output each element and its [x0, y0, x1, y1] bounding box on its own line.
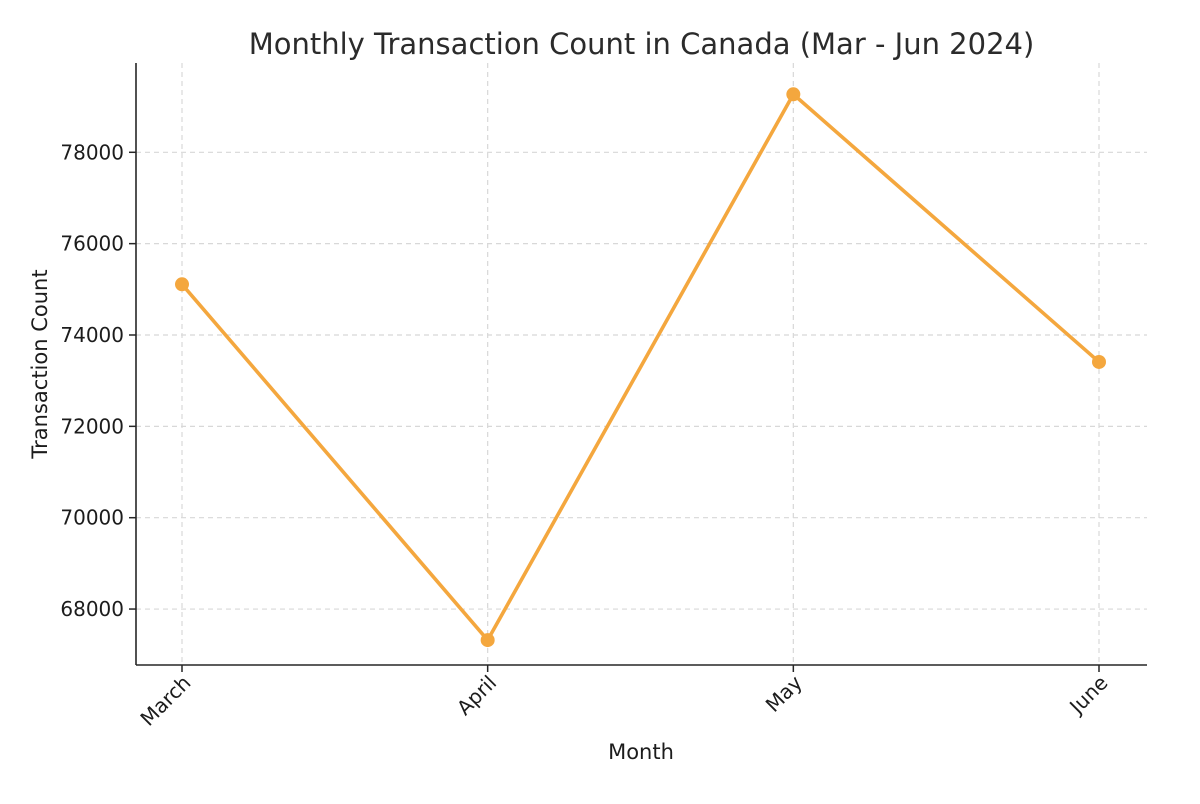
x-tick-label: April — [452, 671, 501, 720]
x-tick-label: May — [761, 670, 807, 716]
y-tick-label: 72000 — [60, 414, 124, 438]
x-axis-label: Month — [608, 740, 674, 764]
series-line — [180, 92, 1101, 642]
chart-title: Monthly Transaction Count in Canada (Mar… — [248, 27, 1035, 61]
data-point-marker — [480, 633, 495, 648]
y-axis-label: Transaction Count — [28, 269, 52, 459]
y-tick-label: 70000 — [60, 506, 124, 530]
data-point-marker — [1092, 354, 1106, 369]
y-tick-label: 76000 — [60, 232, 124, 256]
plot-area: 68000 70000 72000 74000 76000 78000 March April… — [60, 63, 1147, 731]
y-tick-label: 68000 — [60, 597, 124, 621]
y-tick-label: 78000 — [60, 140, 124, 164]
x-tick-label: June — [1063, 671, 1112, 720]
data-point-marker — [786, 87, 801, 102]
y-tick-label: 74000 — [60, 323, 124, 347]
data-point-marker — [175, 277, 189, 292]
x-tick-label: March — [135, 671, 195, 731]
